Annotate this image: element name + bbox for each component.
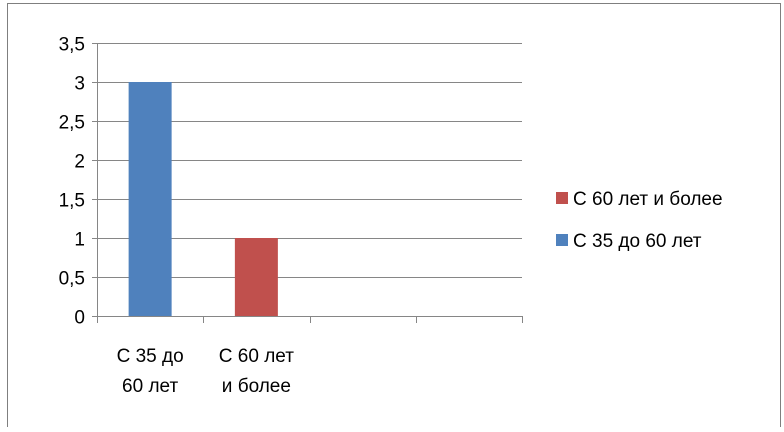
legend-label: С 60 лет и более [573, 189, 723, 210]
legend-swatch [556, 192, 568, 204]
legend: С 60 лет и более С 35 до 60 лет [556, 189, 723, 252]
x-tick-label: С 60 лет [219, 346, 294, 367]
x-tick-label: и более [222, 376, 291, 397]
bar [234, 238, 278, 316]
x-tick-labels: С 35 до 60 лет С 60 лет и более [117, 346, 295, 397]
y-tick-label: 3 [74, 74, 85, 95]
axes [92, 43, 523, 323]
bars [128, 82, 278, 316]
legend-label: С 35 до 60 лет [573, 231, 702, 252]
x-tick-label: 60 лет [122, 376, 178, 397]
y-tick-label: 1,5 [59, 191, 85, 212]
bar [128, 82, 172, 316]
y-tick-label: 1 [74, 230, 85, 251]
y-tick-label: 2,5 [59, 113, 85, 134]
y-tick-label: 0 [74, 308, 85, 329]
y-tick-label: 0,5 [59, 269, 85, 290]
y-tick-label: 2 [74, 152, 85, 173]
y-tick-labels: 0 0,5 1 1,5 2 2,5 3 3,5 [59, 35, 85, 329]
y-tick-label: 3,5 [59, 35, 85, 56]
legend-swatch [556, 234, 568, 246]
x-tick-label: С 35 до [117, 346, 184, 367]
